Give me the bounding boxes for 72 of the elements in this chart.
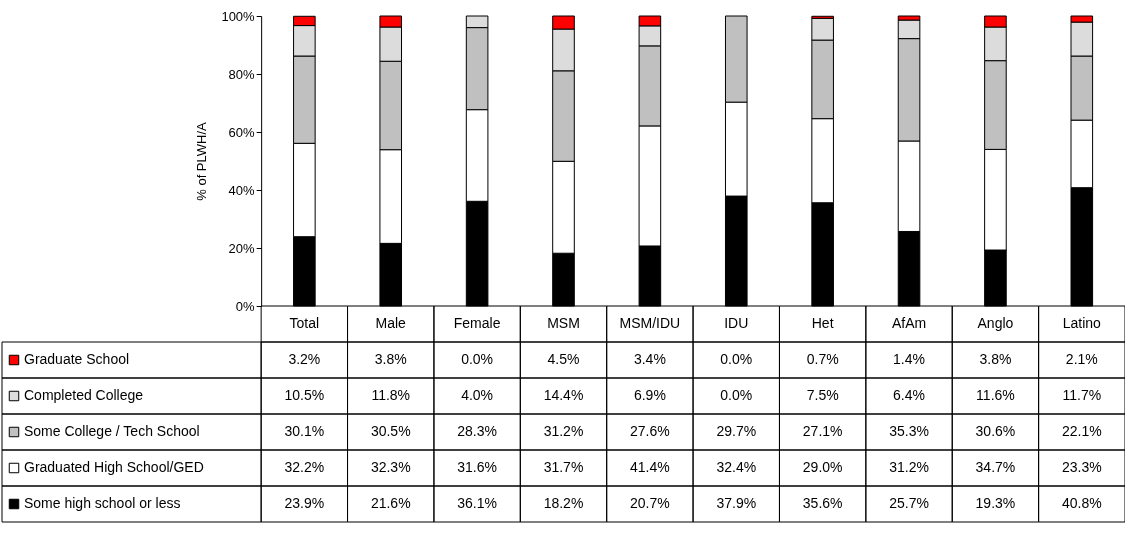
y-axis-title: % of PLWH/A [194,121,210,201]
data-label: 7.5% [806,387,839,403]
x-tick-label: MSM/IDU [619,315,681,331]
data-label: 4.5% [547,351,580,367]
data-label: 3.2% [288,351,321,367]
data-label: 21.6% [370,495,411,511]
x-tick-label: MSM [547,315,580,331]
data-label: 31.2% [889,459,929,475]
data-label: 32.3% [370,459,411,475]
data-label: 0.0% [720,387,753,403]
data-label: 31.7% [543,459,584,475]
data-label: 3.8% [979,351,1012,367]
data-label: 28.3% [457,423,497,439]
data-label: 25.7% [889,495,929,511]
x-tick-label: Female [453,315,501,331]
data-label: 11.6% [976,387,1015,403]
data-label: 0.0% [461,351,494,367]
data-label: 18.2% [543,495,584,511]
data-label: 14.4% [543,387,584,403]
x-tick-label: Male [375,315,407,331]
data-label: 23.9% [284,495,325,511]
legend-label: Some high school or less [24,495,181,511]
data-label: 40.8% [1061,495,1102,511]
legend-label: Graduated High School/GED [24,459,204,475]
data-label: 10.5% [284,387,325,403]
y-tick-label: 60% [228,124,256,140]
x-tick-label: Anglo [977,315,1014,331]
y-tick-label: 0% [235,298,256,314]
data-label: 30.5% [370,423,411,439]
data-label: 29.0% [802,459,843,475]
x-tick-label: Het [811,315,834,331]
data-label: 6.4% [893,387,925,403]
y-tick-label: 20% [228,240,256,256]
data-label: 0.0% [720,351,753,367]
data-label: 35.6% [802,495,843,511]
data-label: 34.7% [975,459,1016,475]
legend-label: Graduate School [24,351,130,367]
y-tick-label: 100% [221,8,256,24]
data-label: 19.3% [975,495,1016,511]
data-label: 3.8% [374,351,407,367]
legend-label: Some College / Tech School [24,423,200,439]
data-label: 32.2% [284,459,325,475]
x-tick-label: IDU [724,315,749,331]
data-label: 41.4% [630,459,670,475]
data-label: 4.0% [461,387,494,403]
data-label: 31.6% [457,459,497,475]
data-label: 0.7% [806,351,839,367]
y-tick-label: 80% [228,66,256,82]
y-tick-label: 40% [228,182,256,198]
data-label: 2.1% [1065,351,1098,367]
data-label: 11.8% [371,387,411,403]
data-label: 30.1% [284,423,325,439]
data-label: 29.7% [716,423,757,439]
data-label: 32.4% [716,459,757,475]
legend-label: Completed College [24,387,144,403]
data-label: 23.3% [1061,459,1102,475]
data-label: 1.4% [893,351,925,367]
data-label: 11.7% [1062,387,1102,403]
data-label: 3.4% [633,351,666,367]
data-label: 35.3% [889,423,929,439]
data-label: 27.6% [630,423,670,439]
x-tick-label: Total [289,315,320,331]
data-label: 20.7% [630,495,670,511]
data-label: 37.9% [716,495,757,511]
x-tick-label: Latino [1062,315,1102,331]
data-label: 6.9% [633,387,666,403]
x-tick-label: AfAm [891,315,927,331]
data-label: 30.6% [975,423,1016,439]
data-label: 22.1% [1061,423,1102,439]
data-label: 36.1% [457,495,497,511]
data-label: 27.1% [802,423,843,439]
data-label: 31.2% [543,423,584,439]
